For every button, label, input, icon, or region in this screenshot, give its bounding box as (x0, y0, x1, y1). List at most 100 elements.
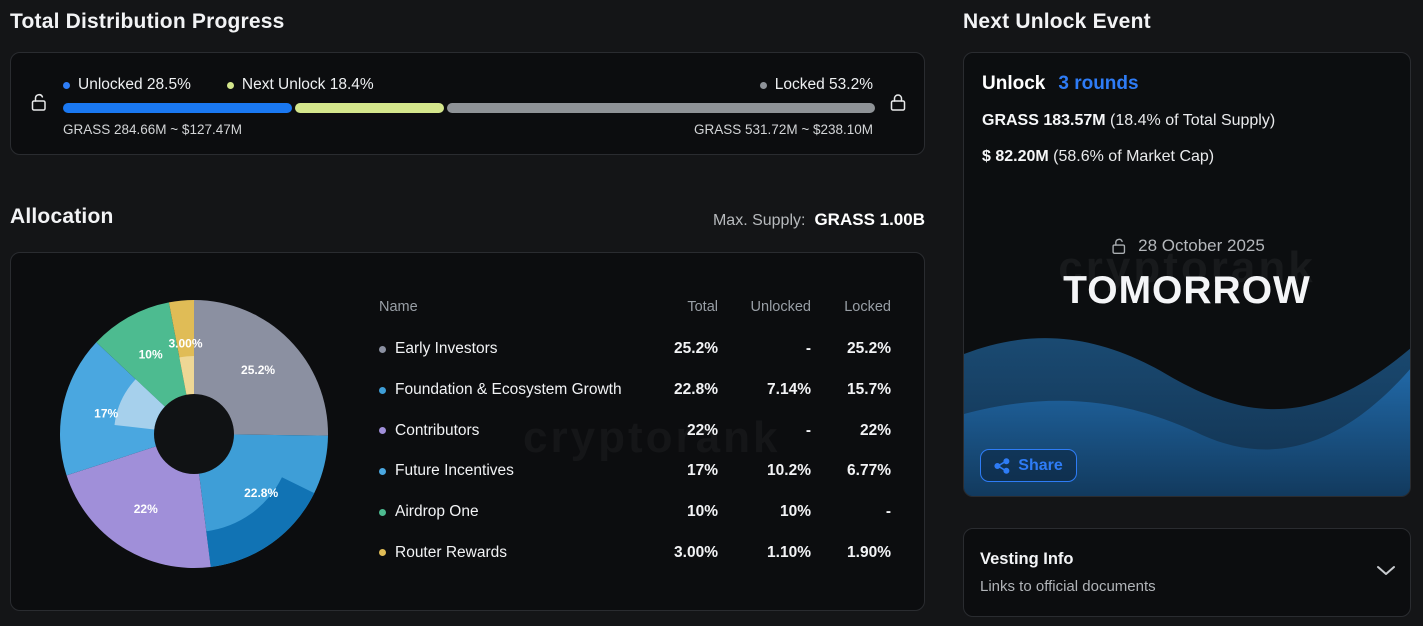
unlock-date: 28 October 2025 (1138, 236, 1265, 255)
countdown-text: TOMORROW (1063, 269, 1311, 312)
unlocked-value: - (805, 340, 811, 358)
unlocked-value: 10.2% (767, 462, 811, 480)
unlock-grass-amount: GRASS 183.57M (18.4% of Total Supply) (982, 112, 1275, 130)
unlocked-value: - (805, 421, 811, 439)
max-supply: Max. Supply: GRASS 1.00B (713, 210, 925, 230)
donut-slice-5 (96, 302, 194, 434)
allocation-donut-chart: 25.2% 22.8% 22% 17% 10% 3.00% (60, 300, 328, 568)
lock-open-icon (1112, 238, 1126, 254)
donut-hole (154, 394, 234, 474)
total-value: 22% (686, 421, 718, 439)
donut-slice-label: 10% (139, 347, 163, 361)
vesting-info-subtitle: Links to official documents (980, 578, 1156, 595)
category-dot (379, 345, 386, 353)
unlocked-amount: GRASS 284.66M ~ $127.47M (63, 122, 242, 137)
category-dot (379, 386, 386, 394)
locked-value: - (885, 503, 891, 521)
donut-slice-overlay (206, 477, 315, 567)
progress-bar-segment (446, 103, 875, 113)
legend-label: Locked 53.2% (774, 76, 873, 93)
allocation-title: Allocation (10, 205, 114, 228)
legend-item: Next Unlock 18.4% (226, 76, 374, 94)
allocation-table-header: Name Total Unlocked Locked (379, 299, 891, 316)
unlock-date-row: 28 October 2025 (964, 236, 1410, 256)
progress-legend-left: Unlocked 28.5% Next Unlock 18.4% (63, 76, 374, 94)
table-row: Airdrop One 10% 10% - (379, 492, 891, 533)
unlocked-value: 10% (779, 503, 811, 521)
vesting-info-card[interactable]: Vesting Info Links to official documents (963, 528, 1411, 617)
donut-slice-label: 25.2% (241, 363, 275, 377)
rounds-link[interactable]: 3 rounds (1058, 73, 1139, 94)
locked-value: 15.7% (847, 381, 891, 399)
share-label: Share (1018, 456, 1063, 474)
share-icon (994, 457, 1010, 474)
total-value: 10% (686, 503, 718, 521)
next-unlock-title: Next Unlock Event (963, 10, 1151, 33)
col-header-name: Name (379, 299, 418, 315)
table-row: Early Investors 25.2% - 25.2% (379, 329, 891, 370)
category-dot (379, 427, 386, 435)
legend-item: Locked 53.2% (759, 76, 873, 94)
col-header-locked: Locked (844, 299, 891, 315)
total-value: 22.8% (674, 381, 718, 399)
legend-label: Next Unlock 18.4% (241, 76, 374, 93)
category-name: Airdrop One (395, 503, 479, 521)
distribution-title: Total Distribution Progress (10, 10, 285, 33)
allocation-card: 25.2%22.8%22%17%10%3.00% cryptorank Name… (10, 252, 925, 611)
next-unlock-event-card: cryptorank Unlock 3 rounds GRASS 183.57M … (963, 52, 1411, 497)
category-name: Early Investors (395, 340, 498, 358)
category-dot (379, 467, 386, 475)
unlock-label: Unlock (982, 73, 1046, 94)
progress-bar-segment (295, 103, 444, 113)
progress-legend-right: Locked 53.2% (759, 76, 873, 94)
donut-slice-label: 22.8% (244, 486, 278, 500)
category-name: Foundation & Ecosystem Growth (395, 381, 622, 399)
category-name: Future Incentives (395, 462, 514, 480)
category-dot (379, 549, 386, 557)
donut-slice-label: 3.00% (169, 337, 203, 351)
donut-slice-overlay (179, 356, 194, 395)
legend-label: Unlocked 28.5% (78, 76, 191, 93)
donut-slice-overlay (114, 379, 165, 430)
locked-amount: GRASS 531.72M ~ $238.10M (694, 122, 873, 137)
allocation-table-rows: Early Investors 25.2% - 25.2% Foundation & E… (379, 329, 891, 573)
lock-closed-icon (887, 91, 909, 118)
donut-slice-label: 17% (94, 407, 118, 421)
locked-value: 6.77% (847, 462, 891, 480)
locked-value: 25.2% (847, 340, 891, 358)
max-supply-label: Max. Supply: (712, 212, 806, 229)
share-button[interactable]: Share (980, 449, 1077, 482)
total-value: 17% (686, 462, 718, 480)
grass-amount-bold: GRASS 183.57M (982, 112, 1106, 129)
total-value: 25.2% (674, 340, 718, 358)
right-column: Next Unlock Event cryptorank Unlock 3 rou… (963, 0, 1411, 626)
distribution-progress-bar (63, 103, 875, 113)
table-row: Future Incentives 17% 10.2% 6.77% (379, 451, 891, 492)
category-name: Contributors (395, 421, 480, 439)
unlocked-value: 7.14% (767, 381, 811, 399)
grass-amount-rest: (18.4% of Total Supply) (1105, 112, 1276, 129)
legend-dot (226, 81, 234, 89)
donut-slice-1 (194, 300, 328, 436)
progress-bar-segment (63, 103, 293, 113)
legend-item: Unlocked 28.5% (63, 76, 191, 94)
donut-slice-label: 22% (134, 502, 158, 516)
table-row: Foundation & Ecosystem Growth 22.8% 7.14% 1… (379, 370, 891, 411)
table-row: Contributors 22% - 22% (379, 410, 891, 451)
vesting-info-title: Vesting Info (980, 550, 1074, 568)
chevron-down-icon[interactable] (1376, 565, 1396, 576)
total-value: 3.00% (674, 543, 718, 561)
legend-dot (63, 81, 70, 89)
max-supply-value: GRASS 1.00B (814, 210, 925, 229)
unlock-rounds-row: Unlock 3 rounds (982, 73, 1139, 95)
col-header-total: Total (687, 299, 718, 315)
table-row: Router Rewards 3.00% 1.10% 1.90% (379, 532, 891, 573)
usd-amount-rest: (58.6% of Market Cap) (1048, 148, 1215, 165)
left-column: Total Distribution Progress Unlocked 28.… (10, 0, 927, 626)
distribution-progress-card: Unlocked 28.5% Next Unlock 18.4% Locked 5… (10, 52, 925, 155)
category-dot (379, 508, 386, 516)
locked-value: 22% (859, 421, 891, 439)
legend-dot (759, 81, 767, 89)
lock-open-icon (28, 91, 50, 118)
usd-amount-bold: $ 82.20M (982, 148, 1049, 165)
